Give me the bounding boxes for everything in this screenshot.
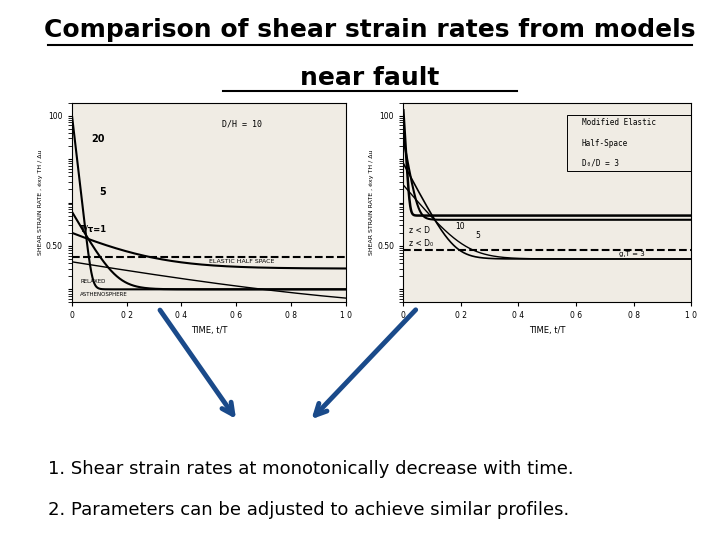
Text: 10: 10	[455, 221, 464, 231]
Text: T/τ=1: T/τ=1	[80, 224, 107, 233]
X-axis label: TIME, t/T: TIME, t/T	[529, 326, 565, 335]
Text: g,T = 3: g,T = 3	[619, 251, 645, 256]
Text: near fault: near fault	[300, 66, 440, 90]
Y-axis label: SHEAR STRAIN RATE , ėxy TH / Δu: SHEAR STRAIN RATE , ėxy TH / Δu	[38, 150, 43, 255]
Text: D₀/D = 3: D₀/D = 3	[582, 159, 618, 168]
Text: Comparison of shear strain rates from models: Comparison of shear strain rates from mo…	[45, 18, 696, 42]
Text: 20: 20	[91, 134, 104, 144]
Text: 1. Shear strain rates at monotonically decrease with time.: 1. Shear strain rates at monotonically d…	[48, 460, 574, 478]
Text: 2. Parameters can be adjusted to achieve similar profiles.: 2. Parameters can be adjusted to achieve…	[48, 501, 570, 519]
Text: Half-Space: Half-Space	[582, 139, 628, 148]
Text: ASTHENOSPHERE: ASTHENOSPHERE	[80, 292, 128, 297]
Text: 5: 5	[99, 187, 106, 197]
Text: z < D: z < D	[409, 226, 430, 235]
Text: Modified Elastic: Modified Elastic	[582, 118, 656, 127]
Text: 5: 5	[475, 231, 480, 240]
Text: D/H = 10: D/H = 10	[222, 119, 263, 129]
Y-axis label: SHEAR STRAIN RATE , ėxy TH / Δu: SHEAR STRAIN RATE , ėxy TH / Δu	[369, 150, 374, 255]
Text: RELAXED: RELAXED	[80, 279, 106, 284]
Text: z < D₀: z < D₀	[409, 239, 433, 248]
Text: ELASTIC HALF SPACE: ELASTIC HALF SPACE	[209, 259, 274, 264]
X-axis label: TIME, t/T: TIME, t/T	[191, 326, 227, 335]
